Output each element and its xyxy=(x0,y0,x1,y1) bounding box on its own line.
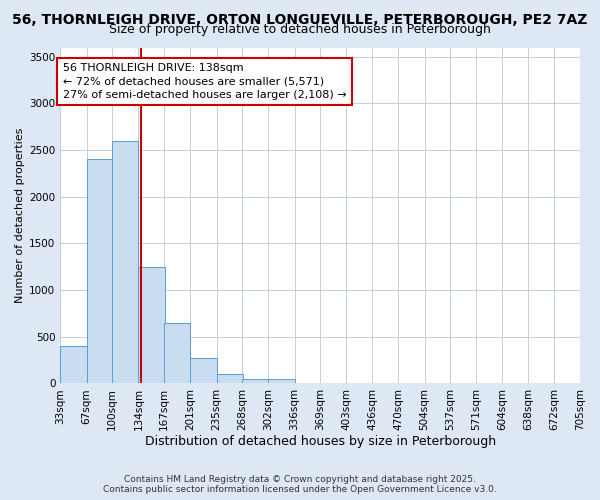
Bar xyxy=(268,378,295,384)
Bar xyxy=(217,374,243,384)
Bar xyxy=(190,358,217,384)
Text: 56 THORNLEIGH DRIVE: 138sqm
← 72% of detached houses are smaller (5,571)
27% of : 56 THORNLEIGH DRIVE: 138sqm ← 72% of det… xyxy=(62,64,346,100)
Bar xyxy=(164,322,190,384)
Bar xyxy=(139,266,164,384)
Bar xyxy=(242,378,268,384)
X-axis label: Distribution of detached houses by size in Peterborough: Distribution of detached houses by size … xyxy=(145,434,496,448)
Bar xyxy=(112,141,139,384)
Y-axis label: Number of detached properties: Number of detached properties xyxy=(15,128,25,303)
Text: Size of property relative to detached houses in Peterborough: Size of property relative to detached ho… xyxy=(109,22,491,36)
Text: 56, THORNLEIGH DRIVE, ORTON LONGUEVILLE, PETERBOROUGH, PE2 7AZ: 56, THORNLEIGH DRIVE, ORTON LONGUEVILLE,… xyxy=(13,12,587,26)
Bar xyxy=(60,346,86,384)
Text: Contains HM Land Registry data © Crown copyright and database right 2025.
Contai: Contains HM Land Registry data © Crown c… xyxy=(103,474,497,494)
Bar xyxy=(86,160,113,384)
